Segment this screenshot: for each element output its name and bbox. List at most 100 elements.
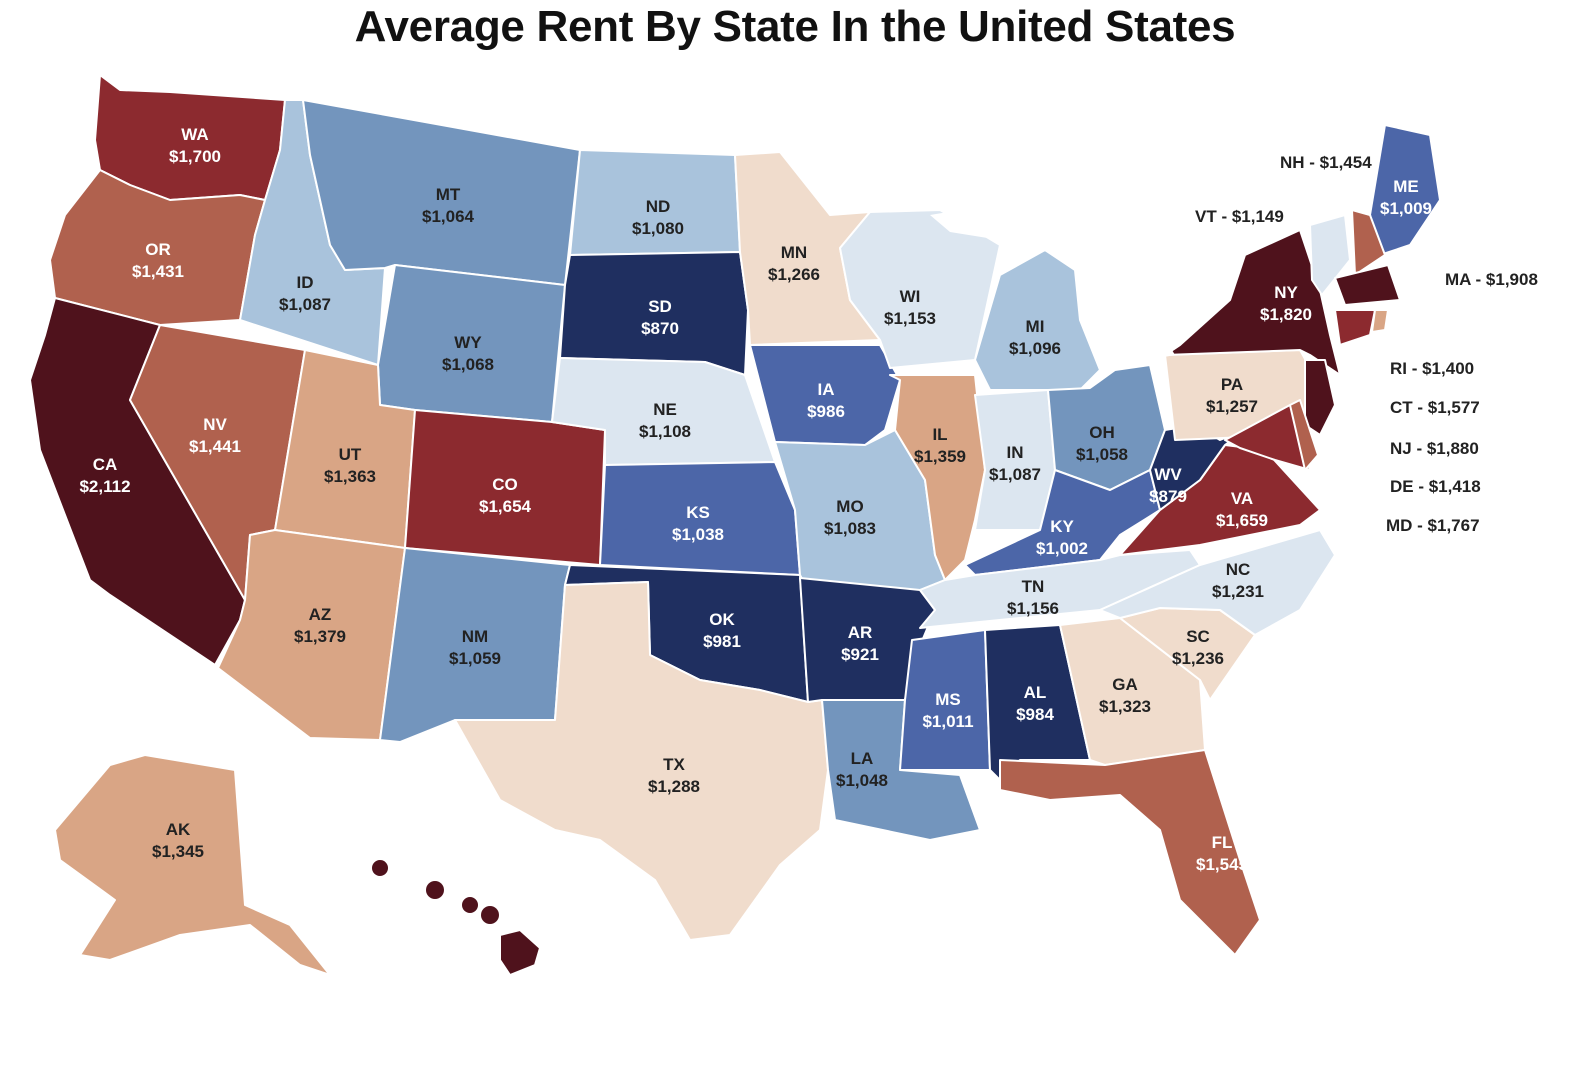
callout-label: NJ - $1,880 bbox=[1390, 439, 1479, 458]
state-rent-il: $1,359 bbox=[914, 447, 966, 466]
state-code-ny: NY bbox=[1274, 283, 1298, 302]
lake-shape bbox=[1100, 330, 1175, 365]
states-layer bbox=[29, 74, 1441, 976]
state-code-ia: IA bbox=[818, 380, 835, 399]
hawaii-island bbox=[462, 897, 478, 913]
state-code-fl: FL bbox=[1212, 833, 1233, 852]
state-code-nc: NC bbox=[1226, 560, 1251, 579]
callout-label: VT - $1,149 bbox=[1195, 207, 1284, 226]
state-rent-pa: $1,257 bbox=[1206, 397, 1258, 416]
state-code-ms: MS bbox=[935, 690, 961, 709]
hawaii-island bbox=[481, 906, 499, 924]
state-code-co: CO bbox=[492, 475, 518, 494]
state-rent-ut: $1,363 bbox=[324, 467, 376, 486]
state-rent-la: $1,048 bbox=[836, 771, 888, 790]
state-code-ky: KY bbox=[1050, 517, 1074, 536]
state-rent-nv: $1,441 bbox=[189, 437, 241, 456]
state-rent-va: $1,659 bbox=[1216, 511, 1268, 530]
state-rent-ks: $1,038 bbox=[672, 525, 724, 544]
callouts-layer: NH - $1,454 VT - $1,149 MA - $1,908 RI - $1… bbox=[1195, 153, 1538, 535]
state-mi bbox=[974, 249, 1101, 391]
small-state-shape bbox=[1334, 309, 1376, 346]
state-rent-al: $984 bbox=[1016, 705, 1054, 724]
state-code-wa: WA bbox=[181, 125, 208, 144]
state-rent-fl: $1,545 bbox=[1196, 855, 1248, 874]
state-code-wi: WI bbox=[900, 287, 921, 306]
callout-label: RI - $1,400 bbox=[1390, 359, 1474, 378]
state-rent-or: $1,431 bbox=[132, 262, 184, 281]
state-rent-ga: $1,323 bbox=[1099, 697, 1151, 716]
state-code-ak: AK bbox=[166, 820, 191, 839]
state-wi bbox=[839, 209, 1001, 369]
small-state-shape bbox=[1304, 359, 1336, 436]
state-code-mt: MT bbox=[436, 185, 461, 204]
callout-label: MD - $1,767 bbox=[1386, 516, 1480, 535]
state-rent-mn: $1,266 bbox=[768, 265, 820, 284]
lake-shape bbox=[930, 205, 1030, 240]
state-rent-tn: $1,156 bbox=[1007, 599, 1059, 618]
state-fl bbox=[999, 749, 1261, 956]
state-code-in: IN bbox=[1007, 443, 1024, 462]
state-code-mn: MN bbox=[781, 243, 807, 262]
state-rent-az: $1,379 bbox=[294, 627, 346, 646]
state-code-ks: KS bbox=[686, 503, 710, 522]
state-rent-ok: $981 bbox=[703, 632, 741, 651]
state-code-mo: MO bbox=[836, 497, 863, 516]
state-rent-hi: $2,203 bbox=[561, 967, 613, 986]
state-code-tx: TX bbox=[663, 755, 685, 774]
state-code-ca: CA bbox=[93, 455, 118, 474]
small-state-shape bbox=[1224, 404, 1311, 471]
state-code-nv: NV bbox=[203, 415, 227, 434]
state-rent-ia: $986 bbox=[807, 402, 845, 421]
state-hi bbox=[499, 929, 541, 976]
state-code-il: IL bbox=[932, 425, 947, 444]
state-rent-me: $1,009 bbox=[1380, 199, 1432, 218]
small-state-shape bbox=[1351, 209, 1386, 276]
state-rent-ne: $1,108 bbox=[639, 422, 691, 441]
state-code-hi: HI bbox=[579, 945, 596, 964]
state-rent-nd: $1,080 bbox=[632, 219, 684, 238]
callout-label: MA - $1,908 bbox=[1445, 270, 1538, 289]
state-code-or: OR bbox=[145, 240, 171, 259]
state-nc bbox=[1099, 529, 1336, 636]
state-code-sc: SC bbox=[1186, 627, 1210, 646]
state-code-oh: OH bbox=[1089, 423, 1115, 442]
state-rent-mt: $1,064 bbox=[422, 207, 475, 226]
state-code-va: VA bbox=[1231, 489, 1253, 508]
labels-layer: WA $1,700 OR $1,431 CA $2,112 ID $1,087 NV $1,441… bbox=[79, 125, 1432, 986]
state-code-ga: GA bbox=[1112, 675, 1138, 694]
state-rent-mi: $1,096 bbox=[1009, 339, 1061, 358]
hawaii-island bbox=[372, 860, 388, 876]
hawaii-island bbox=[426, 881, 444, 899]
state-rent-tx: $1,288 bbox=[648, 777, 700, 796]
state-code-az: AZ bbox=[309, 605, 332, 624]
state-rent-oh: $1,058 bbox=[1076, 445, 1128, 464]
state-rent-wa: $1,700 bbox=[169, 147, 221, 166]
small-state-shape bbox=[1334, 264, 1401, 306]
state-rent-wv: $879 bbox=[1149, 487, 1187, 506]
state-code-al: AL bbox=[1024, 683, 1047, 702]
state-rent-wi: $1,153 bbox=[884, 309, 936, 328]
state-rent-wy: $1,068 bbox=[442, 355, 494, 374]
small-state-shape bbox=[1371, 309, 1389, 333]
state-code-pa: PA bbox=[1221, 375, 1243, 394]
map-title: Average Rent By State In the United Stat… bbox=[354, 2, 1236, 51]
state-rent-co: $1,654 bbox=[479, 497, 532, 516]
callout-label: DE - $1,418 bbox=[1390, 477, 1481, 496]
state-rent-ca: $2,112 bbox=[79, 477, 130, 496]
callout-label: NH - $1,454 bbox=[1280, 153, 1372, 172]
state-code-id: ID bbox=[297, 273, 314, 292]
state-code-ut: UT bbox=[339, 445, 362, 464]
state-rent-ak: $1,345 bbox=[152, 842, 204, 861]
state-code-nd: ND bbox=[646, 197, 671, 216]
state-rent-ar: $921 bbox=[841, 645, 879, 664]
state-rent-ky: $1,002 bbox=[1036, 539, 1088, 558]
state-rent-ms: $1,011 bbox=[922, 712, 973, 731]
small-state-shape bbox=[1289, 399, 1319, 471]
state-rent-nc: $1,231 bbox=[1212, 582, 1264, 601]
state-rent-mo: $1,083 bbox=[824, 519, 876, 538]
state-rent-id: $1,087 bbox=[279, 295, 331, 314]
state-code-tn: TN bbox=[1022, 577, 1045, 596]
state-code-ne: NE bbox=[653, 400, 677, 419]
